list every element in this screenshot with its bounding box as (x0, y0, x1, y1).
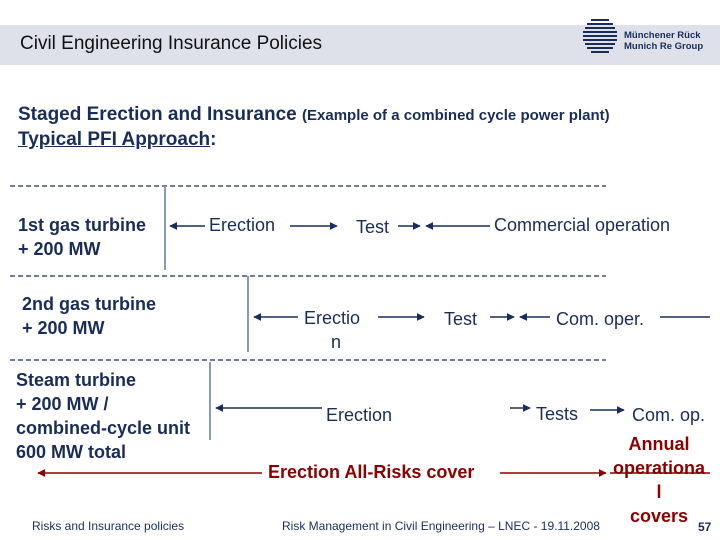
logo-line-1: Münchener Rück (624, 30, 701, 41)
row2-phase-erection-line1: Erectio (304, 308, 361, 328)
row3-label-line1: Steam turbine (16, 370, 137, 390)
annual-covers-line3: l (656, 482, 662, 502)
heading-approach: Typical PFI Approach (18, 129, 211, 150)
footer-left: Risks and Insurance policies (32, 519, 185, 533)
row3-phase-com: Com. op. (632, 405, 706, 425)
row1-label-line1: 1st gas turbine (18, 215, 147, 235)
row2-label-line2: + 200 MW (22, 318, 105, 338)
row3-label-line4: 600 MW total (16, 442, 127, 462)
heading-main: Staged Erection and Insurance (18, 104, 297, 125)
row2-label: 2nd gas turbine + 200 MW (22, 292, 156, 340)
phase-markers (164, 186, 249, 440)
heading-colon: : (210, 129, 217, 150)
row3-label-line2: + 200 MW / (16, 394, 109, 414)
row1-label-line2: + 200 MW (18, 239, 101, 259)
heading-note: (Example of a combined cycle power plant… (302, 107, 610, 124)
dashed-separators (10, 185, 606, 361)
row2-phase-com: Com. oper. (556, 309, 645, 329)
row1-phase-commercial: Commercial operation (494, 215, 671, 235)
annual-operational-covers-label: Annual operationa l covers (610, 432, 708, 528)
heading-line-2: Typical PFI Approach: (18, 129, 216, 151)
row3-label-line3: combined-cycle unit (16, 418, 191, 438)
row1-phase-erection: Erection (209, 215, 276, 235)
munich-re-logo (583, 19, 617, 53)
row3-phase-erection: Erection (326, 405, 393, 425)
heading-line-1: Staged Erection and Insurance (Example o… (18, 104, 610, 126)
row3-phase-tests: Tests (536, 404, 579, 424)
footer-center: Risk Management in Civil Engineering – L… (282, 519, 600, 533)
slide-title: Civil Engineering Insurance Policies (20, 33, 323, 54)
logo-line-2: Munich Re Group (624, 41, 704, 52)
row2-phase-test: Test (444, 309, 478, 329)
row1-phase-test: Test (356, 217, 390, 237)
annual-covers-line2: operationa (612, 458, 705, 478)
row1-label: 1st gas turbine + 200 MW (18, 213, 146, 261)
logo-wordmark: Münchener Rück Munich Re Group (624, 30, 703, 52)
annual-covers-line1: Annual (628, 434, 690, 454)
row2-phase-erection-line2: n (331, 332, 342, 352)
row3-label: Steam turbine + 200 MW / combined-cycle … (16, 368, 190, 464)
annual-covers-line4: covers (629, 506, 689, 526)
row2-phase-erection: Erectio n (304, 306, 360, 354)
row2-label-line1: 2nd gas turbine (22, 294, 157, 314)
page-number: 57 (698, 520, 712, 534)
erection-all-risks-cover-label: Erection All-Risks cover (268, 462, 475, 482)
